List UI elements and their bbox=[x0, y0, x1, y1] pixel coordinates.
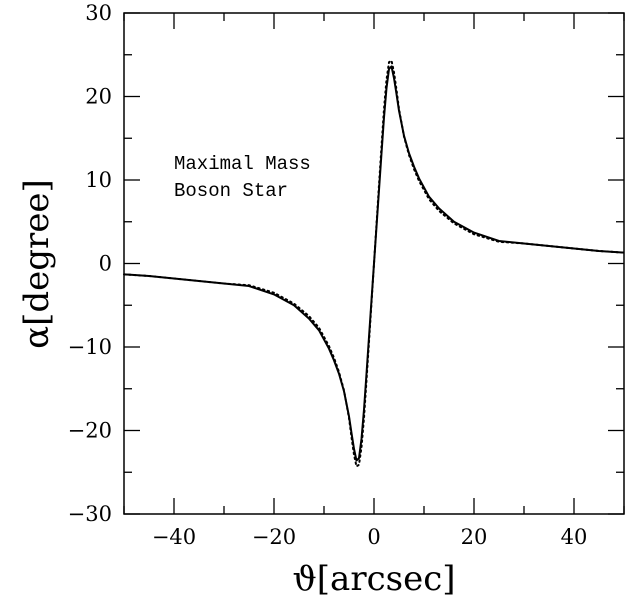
series-lines bbox=[123, 59, 625, 468]
y-tick-label: 10 bbox=[85, 168, 112, 192]
x-axis-label: ϑ[arcsec] bbox=[292, 559, 455, 599]
y-tick-label: −30 bbox=[68, 502, 112, 526]
y-tick-label: 0 bbox=[99, 252, 112, 276]
y-tick-label: −10 bbox=[68, 335, 112, 359]
annotation-line-2: Boson Star bbox=[174, 180, 288, 202]
plot-frame bbox=[123, 12, 625, 515]
series-line-2 bbox=[123, 59, 625, 468]
y-tick-label: 30 bbox=[85, 1, 112, 25]
y-tick-label: 20 bbox=[85, 85, 112, 109]
x-tick-label: −20 bbox=[252, 525, 296, 549]
y-tick-label: −20 bbox=[68, 419, 112, 443]
series-line-1 bbox=[123, 65, 625, 462]
y-axis-label: α[degree] bbox=[17, 179, 57, 349]
x-tick-label: −40 bbox=[152, 525, 196, 549]
x-tick-label: 40 bbox=[561, 525, 588, 549]
annotation-line-1: Maximal Mass bbox=[174, 153, 311, 175]
tick-labels: −40 −20 0 20 40 −30 −20 −10 0 10 20 30 bbox=[68, 1, 588, 549]
x-tick-label: 20 bbox=[461, 525, 488, 549]
x-tick-label: 0 bbox=[367, 525, 380, 549]
